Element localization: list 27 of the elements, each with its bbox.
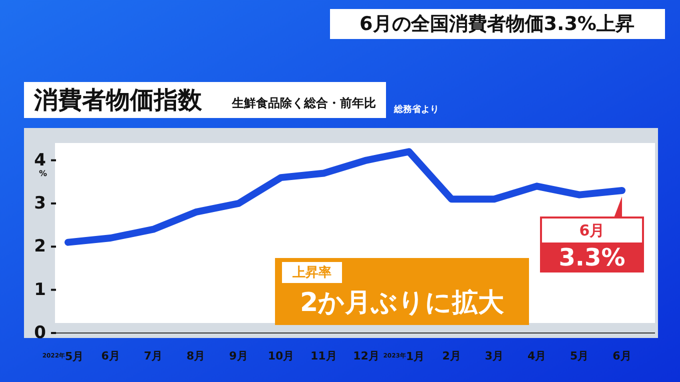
- annotation: 6月: [579, 222, 605, 240]
- y-tick-label: 4: [34, 150, 46, 170]
- chart-subtitle: 生鮮食品除く総合・前年比: [231, 96, 376, 110]
- annotation: 2か月ぶりに拡大: [300, 288, 506, 318]
- y-tick-label: 1: [34, 280, 46, 300]
- x-tick-label: 10月: [268, 350, 294, 362]
- x-tick-label: 8月: [186, 350, 206, 362]
- x-tick-label: 12月: [353, 350, 380, 362]
- annotation: 上昇率: [292, 264, 332, 280]
- y-tick-label: 3: [34, 193, 46, 214]
- x-tick-label: 6月: [612, 350, 632, 362]
- x-tick-label: 5月: [570, 350, 589, 362]
- picture-callout: 6月 3.3%: [540, 196, 644, 272]
- x-tick-label: 9月: [229, 350, 248, 362]
- chart-title: 消費者物価指数: [33, 86, 203, 114]
- text: 6月の全国消費者物価3.3%上昇: [360, 13, 634, 35]
- x-tick-label: 3月: [484, 350, 504, 362]
- x-tick-label: 6月: [101, 350, 120, 362]
- y-axis-title: %: [38, 168, 48, 178]
- x-tick-label: 4月: [527, 350, 546, 362]
- data-label: 3.3%: [558, 244, 626, 272]
- y-tick-label: 2: [34, 236, 46, 257]
- x-tick-label: 2月: [442, 350, 461, 362]
- text: 総務省より: [393, 104, 439, 115]
- y-tick-label: 0: [34, 323, 46, 343]
- x-tick-label: 11月: [310, 350, 337, 362]
- x-tick-label: 7月: [144, 350, 163, 362]
